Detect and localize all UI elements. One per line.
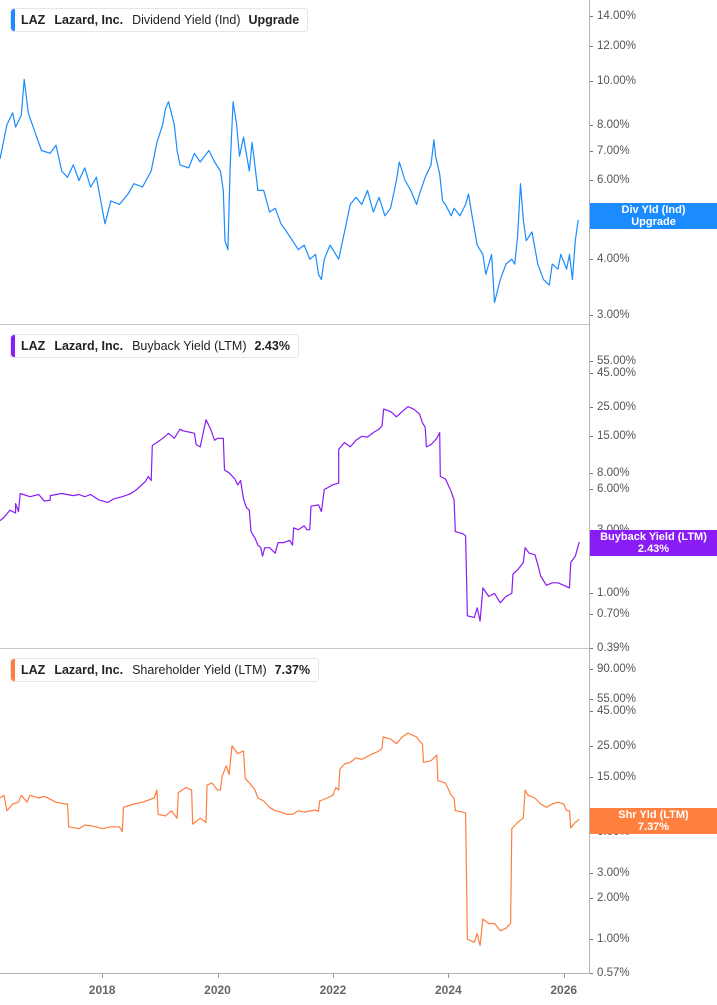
shareholder-yield-pane: LAZ Lazard, Inc. Shareholder Yield (LTM)…: [0, 649, 717, 974]
legend-metric: Dividend Yield (Ind): [132, 13, 241, 27]
dividend-current-badge: Div Yld (Ind) Upgrade: [590, 203, 717, 229]
buyback-yield-pane: LAZ Lazard, Inc. Buyback Yield (LTM) 2.4…: [0, 325, 717, 649]
pane-separator[interactable]: [0, 324, 589, 325]
y-tick-label: 45.00%: [590, 705, 636, 717]
x-tick-label: 2024: [434, 983, 462, 997]
x-tick-mark: [563, 973, 565, 978]
x-tick-label: 2022: [319, 983, 347, 997]
dividend-color-bar: [11, 9, 15, 31]
y-tick-label: 3.00%: [590, 309, 630, 321]
y-tick-label: 45.00%: [590, 367, 636, 379]
shareholder-color-bar: [11, 659, 15, 681]
y-tick-label: 25.00%: [590, 740, 636, 752]
badge-line1: Shr Yld (LTM): [618, 809, 689, 821]
legend-value[interactable]: Upgrade: [248, 13, 300, 27]
chart-plot-area[interactable]: [0, 0, 589, 974]
x-axis-line: [0, 973, 590, 974]
x-tick-mark: [217, 973, 219, 978]
x-tick-mark: [332, 973, 334, 978]
x-tick-label: 2018: [88, 983, 116, 997]
legend-ticker: LAZ: [21, 13, 46, 27]
legend-company: Lazard, Inc.: [54, 339, 124, 353]
legend-ticker: LAZ: [21, 339, 46, 353]
y-axis-line: [589, 0, 590, 974]
x-tick-mark: [102, 973, 104, 978]
badge-line2: 7.37%: [637, 821, 670, 833]
legend-ticker: LAZ: [21, 663, 46, 677]
legend-company: Lazard, Inc.: [54, 663, 124, 677]
badge-line2: 2.43%: [637, 543, 670, 555]
x-tick-label: 2026: [550, 983, 578, 997]
x-tick-mark: [448, 973, 450, 978]
legend-metric: Buyback Yield (LTM): [132, 339, 247, 353]
dividend-yield-pane: LAZ Lazard, Inc. Dividend Yield (Ind) Up…: [0, 0, 717, 325]
y-tick-label: 7.00%: [590, 145, 630, 157]
y-tick-label: 55.00%: [590, 355, 636, 367]
y-tick-label: 55.00%: [590, 693, 636, 705]
y-tick-label: 6.00%: [590, 174, 630, 186]
y-tick-label: 15.00%: [590, 430, 636, 442]
y-tick-label: 2.00%: [590, 892, 630, 904]
y-tick-label: 15.00%: [590, 771, 636, 783]
y-tick-label: 3.00%: [590, 867, 630, 879]
badge-line1: Buyback Yield (LTM): [600, 531, 707, 543]
shareholder-series-line[interactable]: [0, 732, 580, 947]
shareholder-current-badge: Shr Yld (LTM) 7.37%: [590, 808, 717, 834]
dividend-legend[interactable]: LAZ Lazard, Inc. Dividend Yield (Ind) Up…: [10, 8, 309, 32]
legend-company: Lazard, Inc.: [54, 13, 124, 27]
y-tick-label: 0.70%: [590, 608, 630, 620]
badge-line1: Div Yld (Ind): [621, 204, 686, 216]
shareholder-legend[interactable]: LAZ Lazard, Inc. Shareholder Yield (LTM)…: [10, 658, 320, 682]
pane-separator[interactable]: [0, 648, 589, 649]
x-tick-label: 2020: [204, 983, 231, 997]
y-tick-label: 8.00%: [590, 119, 630, 131]
buyback-current-badge: Buyback Yield (LTM) 2.43%: [590, 530, 717, 556]
badge-line2: Upgrade: [631, 216, 676, 228]
y-tick-label: 1.00%: [590, 933, 630, 945]
buyback-color-bar: [11, 335, 15, 357]
y-tick-label: 8.00%: [590, 467, 630, 479]
dividend-series-line[interactable]: [0, 78, 579, 304]
y-tick-label: 6.00%: [590, 483, 630, 495]
y-tick-label: 0.39%: [590, 642, 630, 654]
y-tick-label: 25.00%: [590, 401, 636, 413]
legend-metric: Shareholder Yield (LTM): [132, 663, 267, 677]
y-tick-label: 14.00%: [590, 10, 636, 22]
legend-value: 7.37%: [274, 663, 311, 677]
buyback-series-line[interactable]: [0, 406, 580, 622]
y-tick-label: 0.57%: [590, 967, 630, 979]
y-tick-label: 4.00%: [590, 253, 630, 265]
y-tick-label: 12.00%: [590, 40, 636, 52]
y-tick-label: 10.00%: [590, 75, 636, 87]
y-tick-label: 1.00%: [590, 587, 630, 599]
y-tick-label: 90.00%: [590, 663, 636, 675]
buyback-legend[interactable]: LAZ Lazard, Inc. Buyback Yield (LTM) 2.4…: [10, 334, 299, 358]
legend-value: 2.43%: [254, 339, 290, 353]
